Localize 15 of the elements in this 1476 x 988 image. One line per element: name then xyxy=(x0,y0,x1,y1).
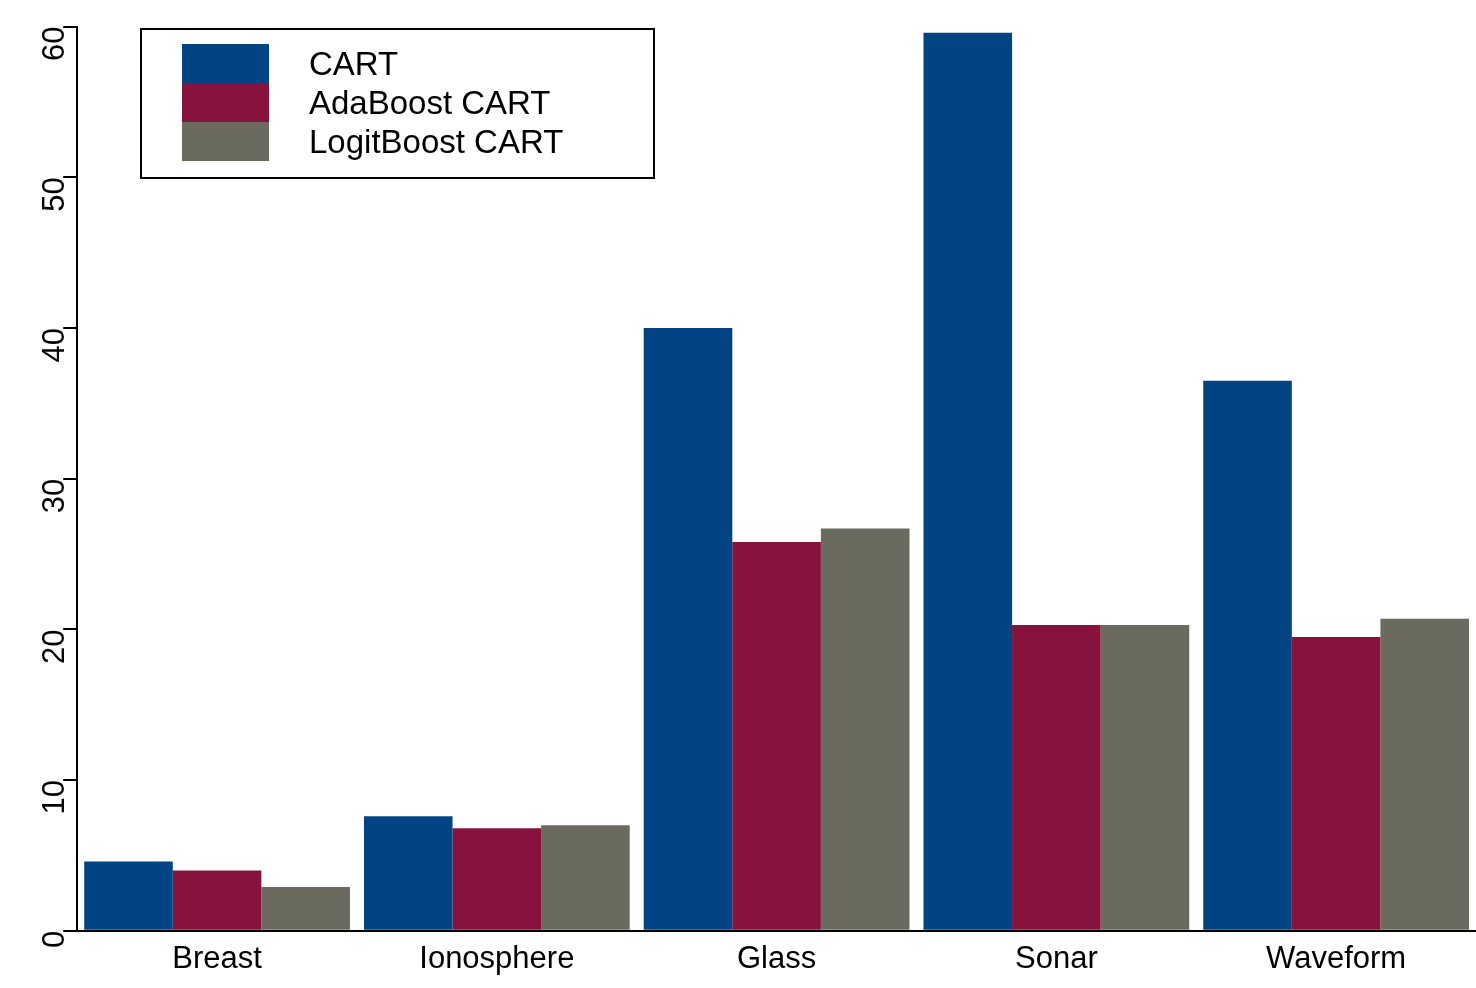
y-tick-label: 30 xyxy=(35,478,71,514)
legend-label: LogitBoost CART xyxy=(309,122,564,161)
y-tick-label: 50 xyxy=(35,177,71,212)
y-tick-label: 60 xyxy=(35,26,71,62)
y-tick-label: 0 xyxy=(35,930,71,949)
x-tick-label: Glass xyxy=(736,939,817,975)
x-tick-label: Sonar xyxy=(1014,939,1098,975)
y-tick-label: 40 xyxy=(35,328,71,363)
legend-label: AdaBoost CART xyxy=(309,83,551,122)
y-tick-label: 10 xyxy=(35,780,71,815)
x-tick-label: Breast xyxy=(172,939,263,975)
x-tick-label: Ionosphere xyxy=(419,939,575,975)
legend-label: CART xyxy=(309,44,399,83)
y-tick-label: 20 xyxy=(35,629,71,664)
x-tick-label: Waveform xyxy=(1266,939,1407,975)
